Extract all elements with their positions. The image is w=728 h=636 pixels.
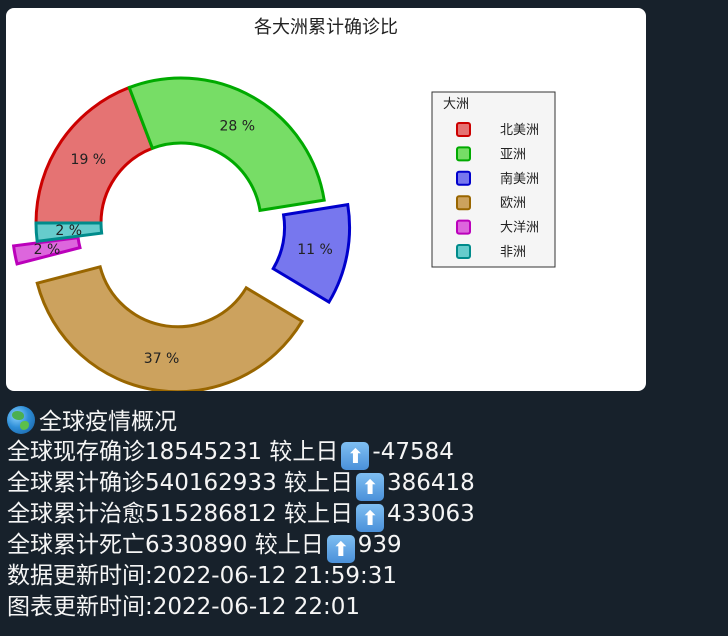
stat-line-recovered: 全球累计治愈515286812 较上日 ⬆ 433063 <box>7 499 722 530</box>
stat-line-prefix: 全球累计确诊540162933 较上日 <box>7 470 353 496</box>
message-text: 全球疫情概况 全球现存确诊18545231 较上日 ⬆ -47584 全球累计确诊5… <box>7 406 722 623</box>
stat-line-prefix: 全球累计治愈515286812 较上日 <box>7 501 353 527</box>
chart-image[interactable]: 各大洲累计确诊比 19 % 28 % 11 % 37 % 2 % 2 % 大洲 北美洲亚洲… <box>6 8 646 391</box>
legend-swatch-1 <box>457 147 470 160</box>
message-header-text: 全球疫情概况 <box>39 409 177 435</box>
legend-label-4: 大洋洲 <box>500 221 539 236</box>
legend-title: 大洲 <box>443 97 469 112</box>
globe-icon <box>7 406 35 434</box>
stat-line-confirmed: 全球累计确诊540162933 较上日 ⬆ 386418 <box>7 468 722 499</box>
stat-line-delta: 386418 <box>387 470 475 496</box>
up-arrow-icon: ⬆ <box>356 504 384 532</box>
up-arrow-icon: ⬆ <box>341 442 369 470</box>
chart-title: 各大洲累计确诊比 <box>254 17 398 38</box>
pie-slice-label-3: 37 % <box>144 351 180 367</box>
pie-slice-label-5: 2 % <box>55 223 82 239</box>
data-update-time: 数据更新时间:2022-06-12 21:59:31 <box>7 561 722 592</box>
legend-label-3: 欧洲 <box>500 196 526 211</box>
stat-line-prefix: 全球累计死亡6330890 较上日 <box>7 532 324 558</box>
stat-line-delta: 433063 <box>387 501 475 527</box>
legend-swatch-4 <box>457 221 470 234</box>
stat-line-current: 全球现存确诊18545231 较上日 ⬆ -47584 <box>7 437 722 468</box>
message-header: 全球疫情概况 <box>7 406 722 437</box>
legend-label-2: 南美洲 <box>500 171 539 187</box>
stat-line-delta: -47584 <box>372 439 453 465</box>
pie-slice-label-2: 11 % <box>297 242 333 258</box>
pie-slice-label-0: 19 % <box>71 152 107 168</box>
stat-line-delta: 939 <box>358 532 402 558</box>
pie-slice-label-4: 2 % <box>34 242 61 258</box>
up-arrow-icon: ⬆ <box>327 535 355 563</box>
legend-swatch-2 <box>457 172 470 185</box>
legend-swatch-5 <box>457 245 470 258</box>
pie-slice-3 <box>37 267 302 391</box>
legend-label-5: 非洲 <box>500 245 526 260</box>
stat-line-prefix: 全球现存确诊18545231 较上日 <box>7 439 338 465</box>
legend-label-0: 北美洲 <box>500 123 539 138</box>
stat-line-deaths: 全球累计死亡6330890 较上日 ⬆ 939 <box>7 530 722 561</box>
legend-swatch-3 <box>457 196 470 209</box>
legend-swatch-0 <box>457 123 470 136</box>
legend-label-1: 亚洲 <box>500 147 526 162</box>
up-arrow-icon: ⬆ <box>356 473 384 501</box>
chart-update-time: 图表更新时间:2022-06-12 22:01 <box>7 592 722 623</box>
donut-chart: 各大洲累计确诊比 19 % 28 % 11 % 37 % 2 % 2 % 大洲 北美洲亚洲… <box>6 8 646 391</box>
pie-slice-label-1: 28 % <box>219 119 255 135</box>
pie-slice-1 <box>129 78 324 210</box>
